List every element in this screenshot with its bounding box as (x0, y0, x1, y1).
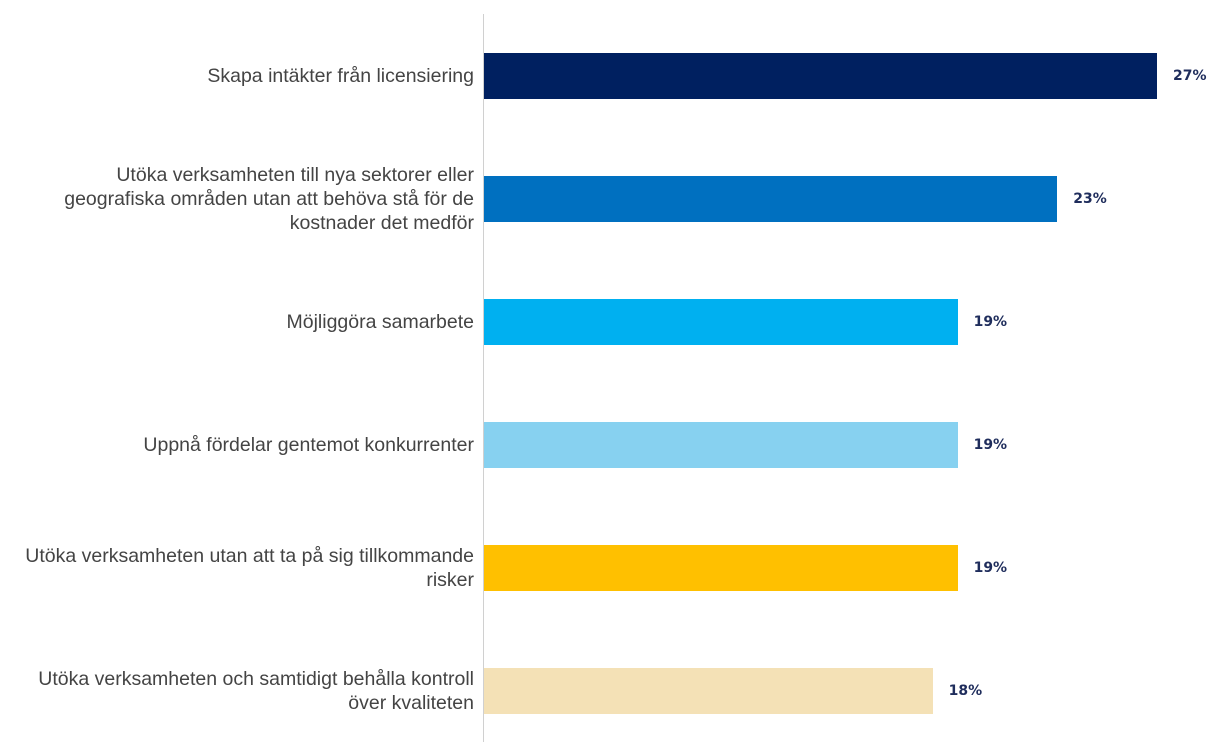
value-label: 27% (1173, 68, 1207, 84)
value-label: 19% (973, 314, 1008, 330)
category-text: Möjliggöra samarbete (286, 311, 474, 333)
category-text: Utöka verksamheten till nya sektorer ell… (64, 164, 474, 234)
category-text: Utöka verksamheten och samtidigt behålla… (38, 668, 474, 714)
category-label: Utöka verksamheten utan att ta på sig ti… (0, 520, 474, 616)
value-label: 19% (973, 437, 1008, 453)
bar (484, 176, 1058, 222)
bar (484, 545, 958, 591)
value-label: 18% (948, 683, 983, 699)
value-label: 19% (973, 560, 1008, 576)
category-label: Skapa intäkter från licensiering (0, 28, 474, 124)
category-label: Möjliggöra samarbete (0, 274, 474, 370)
category-label: Utöka verksamheten till nya sektorer ell… (0, 151, 474, 247)
category-label: Uppnå fördelar gentemot konkurrenter (0, 397, 474, 493)
category-text: Uppnå fördelar gentemot konkurrenter (143, 434, 474, 456)
category-text: Skapa intäkter från licensiering (207, 65, 474, 87)
bar (484, 299, 958, 345)
bar (484, 422, 958, 468)
axis-line (483, 14, 484, 742)
category-text: Utöka verksamheten utan att ta på sig ti… (25, 545, 474, 591)
bar (484, 53, 1157, 99)
bar (484, 668, 933, 714)
category-label: Utöka verksamheten och samtidigt behålla… (0, 643, 474, 739)
value-label: 23% (1073, 191, 1107, 207)
